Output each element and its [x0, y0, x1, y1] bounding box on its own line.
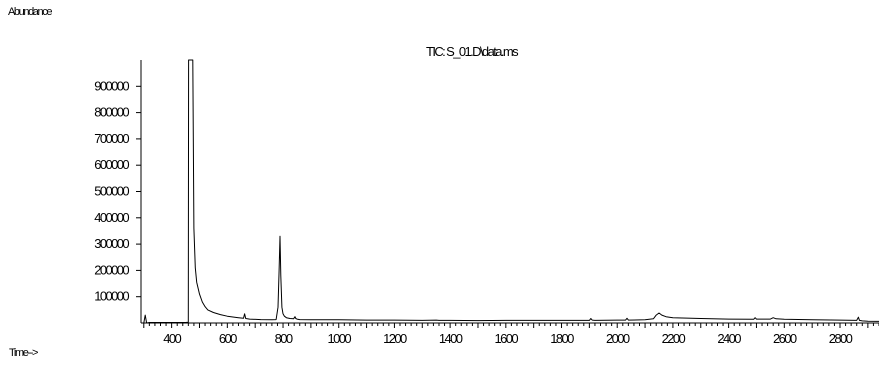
y-tick-label: 900000 — [94, 78, 129, 93]
y-tick-label: 400000 — [94, 210, 129, 225]
series-line — [141, 59, 879, 324]
x-tick-label: 1600 — [495, 331, 519, 346]
x-tick-label: 1400 — [439, 331, 463, 346]
y-tick-label: 800000 — [94, 105, 129, 120]
x-tick-label: 1200 — [383, 331, 407, 346]
y-axis-label: Abundance — [8, 6, 52, 18]
y-tick-label: 300000 — [94, 236, 129, 251]
x-tick-label: 2200 — [662, 331, 686, 346]
x-tick-label: 2000 — [606, 331, 630, 346]
y-tick-label: 600000 — [94, 157, 129, 172]
x-tick-label: 600 — [219, 331, 237, 346]
x-tick-label: 400 — [163, 331, 181, 346]
x-tick-label: 2400 — [717, 331, 741, 346]
x-axis-label: Time--> — [9, 347, 38, 359]
y-tick-label: 700000 — [94, 131, 129, 146]
y-tick-label: 500000 — [94, 184, 129, 199]
x-tick-label: 2600 — [773, 331, 797, 346]
x-tick-label: 2800 — [829, 331, 853, 346]
x-ticks: 400 600 800 1000 1200 1400 1600 1800 2000 2200 240… — [143, 323, 879, 346]
y-tick-label: 200000 — [94, 262, 129, 277]
y-tick-label: 100000 — [94, 289, 129, 304]
x-tick-label: 1000 — [327, 331, 351, 346]
y-ticks: 100000 200000 300000 400000 500000 600000 7000… — [94, 78, 141, 304]
series-group — [141, 59, 879, 324]
x-tick-label: 1800 — [550, 331, 574, 346]
x-tick-label: 800 — [275, 331, 293, 346]
chart-title: TIC: S_01.D\data.ms — [426, 44, 519, 59]
